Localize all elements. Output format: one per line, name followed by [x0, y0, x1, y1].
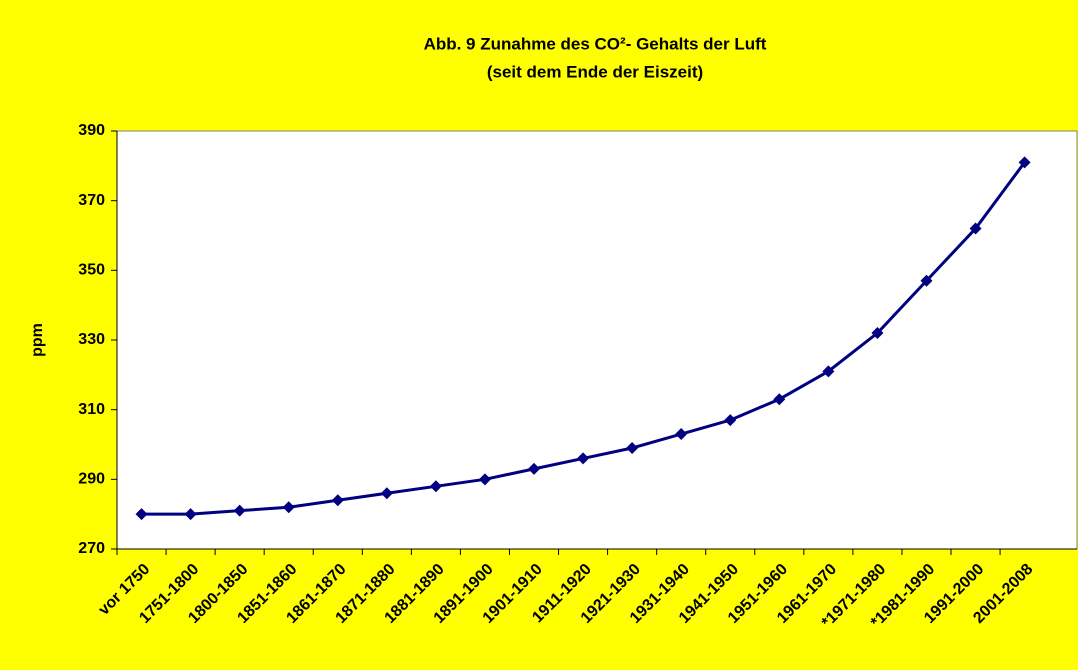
marker	[1018, 156, 1031, 169]
chart-title: Abb. 9 Zunahme des CO²- Gehalts der Luft	[424, 34, 767, 53]
marker	[478, 473, 491, 486]
y-tick-label: 390	[78, 122, 105, 139]
marker	[282, 501, 295, 514]
y-tick-label: 290	[78, 471, 105, 488]
plot-area	[116, 130, 1078, 550]
marker	[429, 480, 442, 493]
marker	[528, 462, 541, 475]
marker	[969, 222, 982, 235]
marker	[626, 441, 639, 454]
y-axis-label: ppm	[29, 323, 46, 357]
chart-subtitle: (seit dem Ende der Eiszeit)	[487, 62, 703, 81]
marker	[773, 393, 786, 406]
y-tick-label: 350	[78, 262, 105, 279]
y-tick-label: 270	[78, 540, 105, 557]
marker	[233, 504, 246, 517]
marker	[380, 487, 393, 500]
marker	[331, 494, 344, 507]
y-tick-label: 330	[78, 331, 105, 348]
marker	[871, 327, 884, 340]
marker	[920, 274, 933, 287]
marker	[577, 452, 590, 465]
y-tick-label: 370	[78, 192, 105, 209]
marker	[724, 414, 737, 427]
y-tick-label: 310	[78, 401, 105, 418]
marker	[184, 508, 197, 521]
marker	[135, 508, 148, 521]
marker	[822, 365, 835, 378]
marker	[675, 428, 688, 441]
